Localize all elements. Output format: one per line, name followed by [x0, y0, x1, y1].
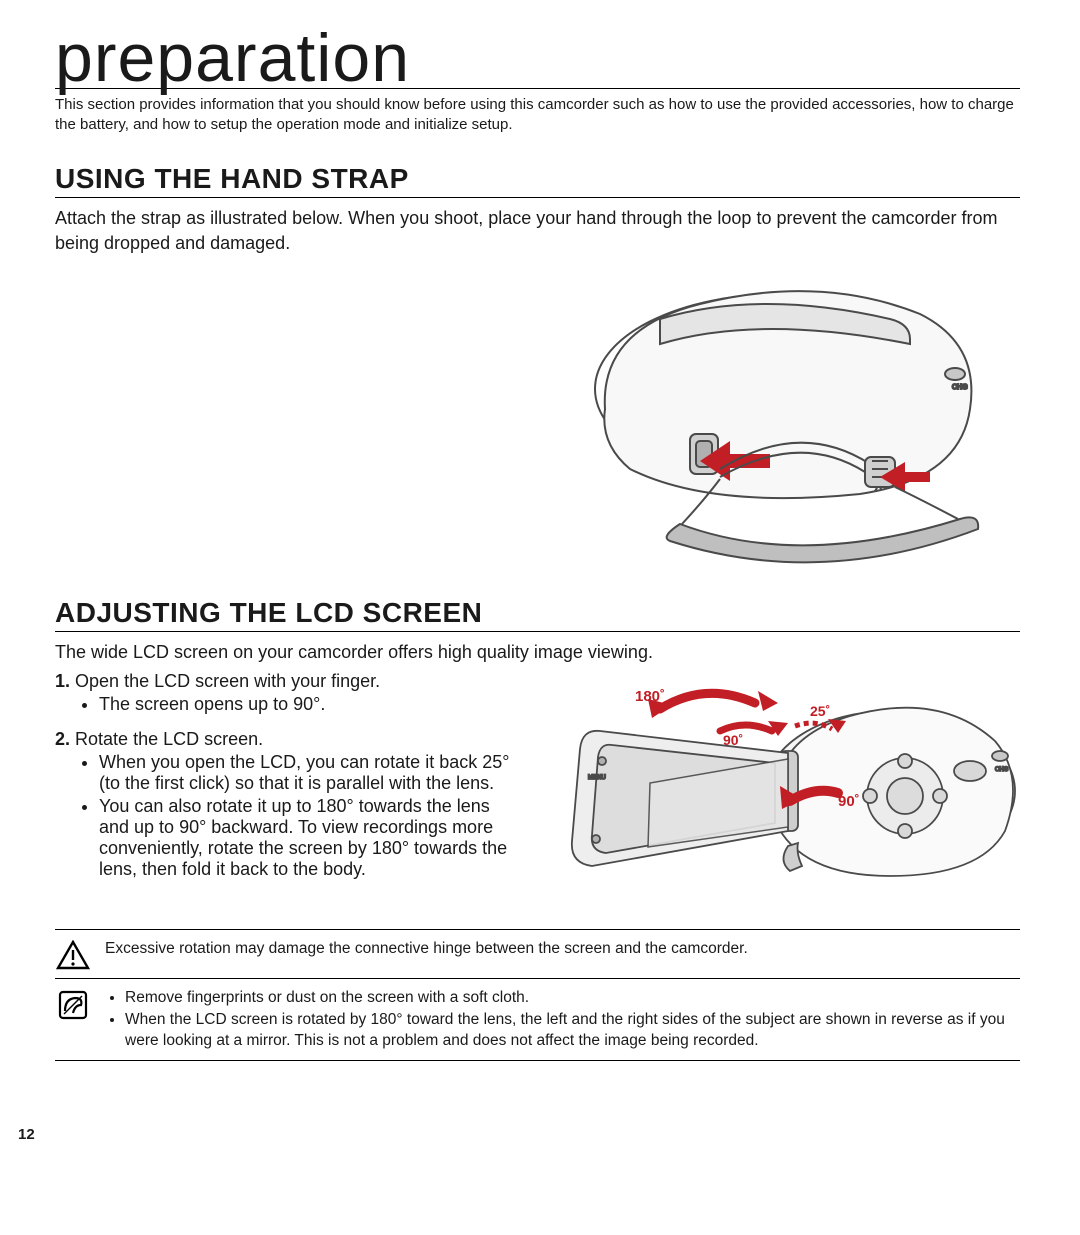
lcd-section: ADJUSTING THE LCD SCREEN The wide LCD sc…	[55, 597, 1020, 1061]
lcd-rotation-figure: CHG MENU	[540, 671, 1020, 911]
step-text: Open the LCD screen with your finger.	[75, 671, 380, 691]
hand-strap-heading: USING THE HAND STRAP	[55, 163, 1020, 198]
note-row: Remove fingerprints or dust on the scree…	[55, 979, 1020, 1061]
step-number: 1.	[55, 671, 70, 691]
svg-text:CHG: CHG	[952, 384, 968, 391]
svg-text:CHG: CHG	[995, 767, 1009, 773]
note-text: Remove fingerprints or dust on the scree…	[105, 987, 1020, 1052]
angle-label-25: 25˚	[810, 703, 830, 719]
angle-label-90a: 90˚	[723, 732, 743, 748]
step-bullet: You can also rotate it up to 180° toward…	[99, 796, 520, 880]
angle-label-90b: 90˚	[838, 793, 860, 810]
step-number: 2.	[55, 729, 70, 749]
page-number: 12	[18, 1126, 35, 1143]
angle-label-180: 180˚	[635, 688, 665, 705]
warning-row: Excessive rotation may damage the connec…	[55, 929, 1020, 979]
step-bullet: When you open the LCD, you can rotate it…	[99, 752, 520, 794]
hand-strap-section: USING THE HAND STRAP Attach the strap as…	[55, 163, 1020, 569]
lcd-steps-list: 1. Open the LCD screen with your finger.…	[55, 671, 520, 880]
angle-arrow-180-icon	[648, 691, 778, 718]
note-bullet: Remove fingerprints or dust on the scree…	[125, 987, 1020, 1009]
camcorder-lcd-illustration: CHG MENU	[540, 671, 1020, 911]
page-title: preparation	[55, 30, 1020, 89]
step-text: Rotate the LCD screen.	[75, 729, 263, 749]
hand-strap-body: Attach the strap as illustrated below. W…	[55, 206, 1020, 255]
step-bullet: The screen opens up to 90°.	[99, 694, 520, 715]
warning-icon	[55, 938, 91, 970]
lcd-step-2: 2. Rotate the LCD screen. When you open …	[55, 729, 520, 880]
camcorder-strap-illustration: CHG	[560, 269, 1010, 569]
lcd-intro: The wide LCD screen on your camcorder of…	[55, 640, 1020, 665]
lcd-step-1: 1. Open the LCD screen with your finger.…	[55, 671, 520, 715]
warning-text: Excessive rotation may damage the connec…	[105, 938, 1020, 960]
lcd-heading: ADJUSTING THE LCD SCREEN	[55, 597, 1020, 632]
intro-paragraph: This section provides information that y…	[55, 95, 1020, 136]
hand-strap-figure: CHG	[55, 269, 1020, 569]
note-bullet: When the LCD screen is rotated by 180° t…	[125, 1009, 1020, 1052]
note-icon	[55, 987, 91, 1021]
svg-text:MENU: MENU	[588, 775, 606, 781]
